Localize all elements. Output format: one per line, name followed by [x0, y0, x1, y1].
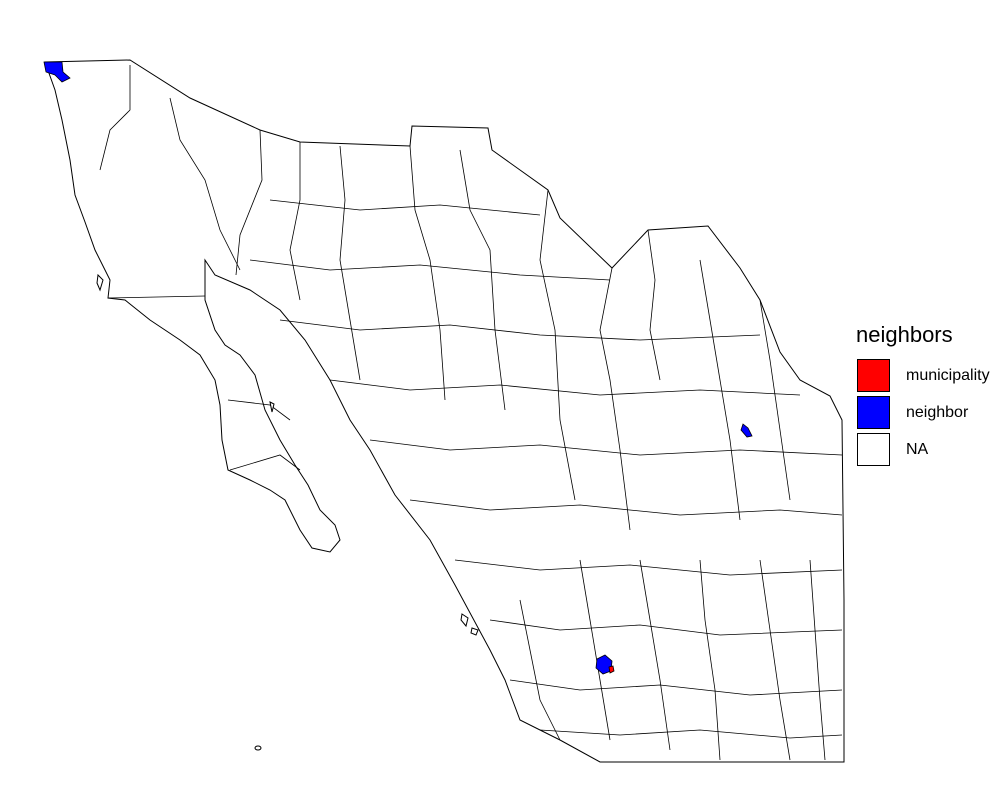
legend-item-municipality: municipality: [856, 357, 1004, 394]
islands: [96, 273, 479, 751]
landmass: [44, 59, 845, 763]
legend-swatch-neighbor: [857, 396, 890, 429]
legend-label: NA: [906, 440, 929, 458]
legend-swatch-na: [857, 433, 890, 466]
municipality-region: [608, 665, 615, 674]
legend-item-na: NA: [856, 431, 1004, 468]
municipal-boundaries: [99, 65, 843, 761]
neighbor-monterrey: [740, 423, 753, 438]
neighbor-tijuana: [43, 61, 71, 83]
legend-label: municipality: [906, 366, 990, 384]
legend-item-neighbor: neighbor: [856, 394, 1004, 431]
legend: neighbors municipality neighbor NA: [856, 322, 1004, 468]
legend-title: neighbors: [856, 322, 953, 347]
legend-swatch-municipality: [857, 359, 890, 392]
legend-label: neighbor: [906, 403, 969, 421]
